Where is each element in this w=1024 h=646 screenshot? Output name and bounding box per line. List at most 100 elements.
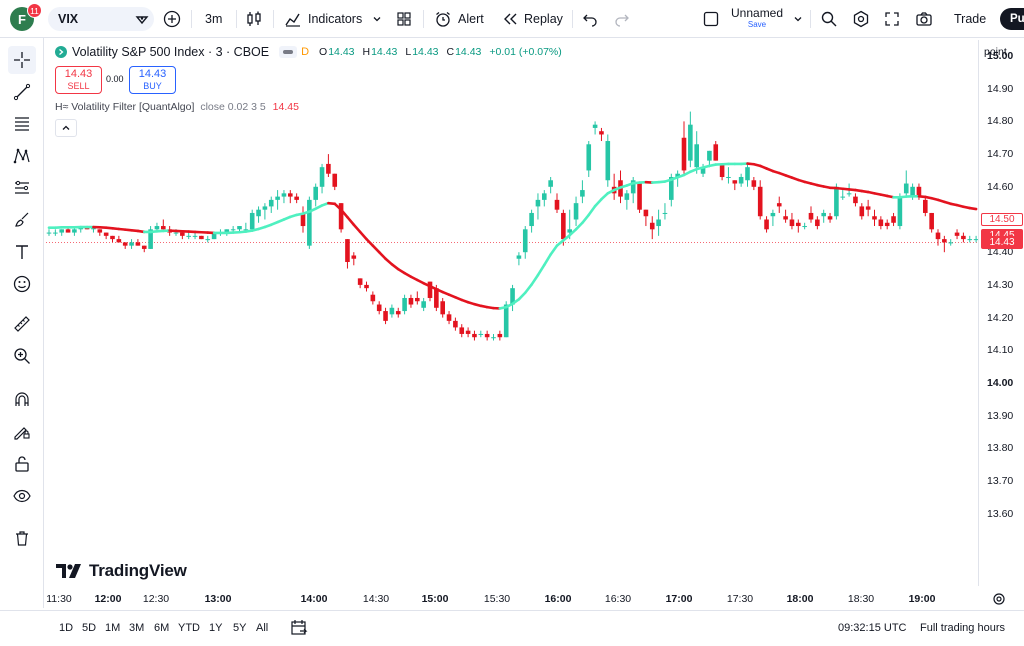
indicator-templates-dropdown[interactable] <box>372 0 382 38</box>
layout-grid-button[interactable] <box>396 0 412 38</box>
smiley-icon <box>13 275 31 293</box>
candle-body <box>446 314 452 321</box>
candle <box>110 235 115 243</box>
zoom-in-tool[interactable] <box>8 342 36 370</box>
indicator-legend[interactable]: H≈ Volatility Filter [QuantAlgo] close 0… <box>55 101 299 113</box>
candle <box>624 190 630 210</box>
alert-button[interactable]: Alert <box>434 0 484 38</box>
brush-tool[interactable] <box>8 206 36 234</box>
fullscreen-button[interactable] <box>884 0 900 38</box>
price-scale-mode[interactable]: point <box>984 46 1007 58</box>
timezone-clock[interactable]: 09:32:15 UTC <box>838 622 907 634</box>
candle-body <box>961 235 966 240</box>
replay-button[interactable]: Replay <box>502 0 563 38</box>
symbol-legend[interactable]: Volatility S&P 500 Index · 3 · CBOE D O1… <box>55 45 566 59</box>
redo-button[interactable] <box>614 0 630 38</box>
candle <box>573 196 579 227</box>
range-button-5d[interactable]: 5D <box>82 622 97 634</box>
price-label: 14.43 <box>981 235 1023 249</box>
range-button-all[interactable]: All <box>256 622 269 634</box>
range-button-ytd[interactable]: YTD <box>178 622 200 634</box>
candle-body <box>154 226 160 230</box>
candle-body <box>929 212 934 230</box>
range-button-5y[interactable]: 5Y <box>233 622 247 634</box>
range-button-1y[interactable]: 1Y <box>209 622 223 634</box>
tradingview-watermark[interactable]: TradingView <box>56 561 187 581</box>
lock-drawings-tool[interactable] <box>8 450 36 478</box>
compare-symbol-button[interactable] <box>163 0 181 38</box>
range-button-3m[interactable]: 3M <box>129 622 145 634</box>
fib-retracement-tool[interactable] <box>8 110 36 138</box>
undo-button[interactable] <box>582 0 598 38</box>
quick-search-button[interactable] <box>820 0 838 38</box>
unlock-icon <box>15 456 29 472</box>
pattern-tool[interactable] <box>8 142 36 170</box>
price-tick: 14.10 <box>987 344 1014 357</box>
time-axis-settings-button[interactable] <box>992 592 1006 611</box>
crosshair-tool[interactable] <box>8 46 36 74</box>
interval-button[interactable]: 3m <box>205 12 223 26</box>
eye-off-icon[interactable] <box>279 46 298 58</box>
range-button-6m[interactable]: 6M <box>154 622 170 634</box>
settings-button[interactable] <box>852 0 870 38</box>
price-tick: 14.70 <box>987 148 1014 161</box>
remove-drawings-tool[interactable] <box>8 524 36 552</box>
candle <box>300 206 306 233</box>
pattern-icon <box>13 148 30 164</box>
candle <box>288 190 293 204</box>
trend-line-tool[interactable] <box>8 78 36 106</box>
candle-body <box>415 297 420 302</box>
symbol-search[interactable]: VIX <box>48 7 154 31</box>
publish-button[interactable]: Pu <box>1000 8 1024 30</box>
icon-tool[interactable] <box>8 270 36 298</box>
delayed-badge: D <box>301 46 310 58</box>
indicators-button[interactable]: Indicators <box>284 0 362 38</box>
chart-type-button[interactable] <box>245 0 263 38</box>
ruler-icon <box>14 316 30 332</box>
candle-body <box>948 242 953 244</box>
candle-body <box>110 235 115 240</box>
candle <box>662 203 668 220</box>
candle <box>726 167 731 184</box>
sell-button[interactable]: 14.43 SELL <box>55 66 102 94</box>
forecasting-tool[interactable] <box>8 174 36 202</box>
candle-body <box>916 186 922 197</box>
candle <box>961 232 966 243</box>
candle-body <box>821 212 826 217</box>
candle <box>630 176 636 204</box>
measure-tool[interactable] <box>8 310 36 338</box>
magnet-tool[interactable] <box>8 386 36 414</box>
date-range-button[interactable] <box>290 619 308 642</box>
candle-body <box>370 294 376 302</box>
candle <box>542 190 547 207</box>
range-button-1m[interactable]: 1M <box>105 622 121 634</box>
price-axis[interactable]: 15.00 14.90 14.80 14.70 14.60 14.50 14.40 14.30… <box>978 40 1024 586</box>
filter-segment <box>600 192 610 201</box>
buy-button[interactable]: 14.43 BUY <box>129 66 176 94</box>
time-axis[interactable]: 11:30 12:00 12:30 13:00 14:00 14:30 15:00 15:30… <box>46 588 978 610</box>
time-tick: 16:30 <box>604 593 632 605</box>
candle-body <box>497 333 503 338</box>
save-label[interactable]: Save <box>747 20 767 29</box>
hide-drawings-tool[interactable] <box>8 482 36 510</box>
text-tool[interactable] <box>8 238 36 266</box>
search-icon <box>820 10 838 28</box>
collapse-legend-button[interactable] <box>55 119 77 137</box>
price-chart[interactable] <box>46 40 978 586</box>
candle-body <box>840 196 846 198</box>
time-tick: 17:00 <box>665 593 693 605</box>
symbol-title[interactable]: Volatility S&P 500 Index · 3 · CBOE <box>72 45 270 59</box>
trade-button[interactable]: Trade <box>954 12 987 26</box>
screenshot-button[interactable] <box>915 0 933 38</box>
range-button-1d[interactable]: 1D <box>59 622 74 634</box>
chart-pane[interactable] <box>46 40 978 586</box>
candle-body <box>675 173 680 177</box>
stay-in-drawing-mode-tool[interactable] <box>8 418 36 446</box>
indicator-name[interactable]: H≈ Volatility Filter [QuantAlgo] <box>55 101 195 113</box>
add-symbol-icon[interactable] <box>134 11 150 30</box>
sell-price: 14.43 <box>64 68 93 80</box>
session-button[interactable]: Full trading hours <box>920 622 1005 634</box>
candle-body <box>897 196 903 227</box>
price-tick: 13.70 <box>987 475 1014 488</box>
layout-menu-button[interactable]: Unnamed Save <box>703 0 803 38</box>
